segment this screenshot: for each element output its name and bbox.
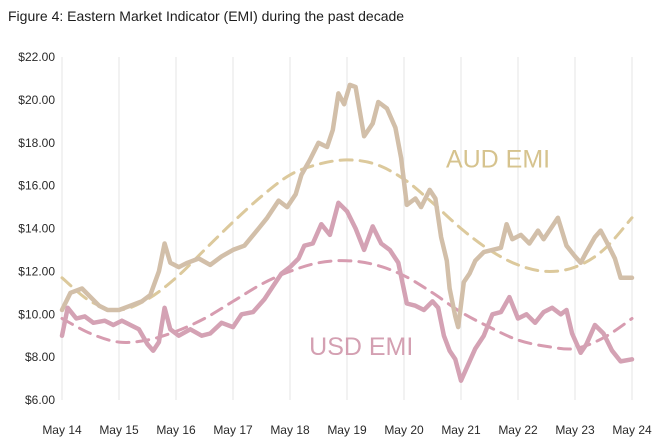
y-axis-ticks: $6.00 $8.00 $10.00 $12.00 $14.00 $16.00 $18.00… bbox=[18, 50, 55, 407]
x-tick-label: May 24 bbox=[612, 423, 652, 437]
grid-lines bbox=[61, 57, 633, 400]
usd-emi-trend-line bbox=[60, 259, 634, 351]
x-tick-label: May 23 bbox=[555, 423, 595, 437]
figure-title: Figure 4: Eastern Market Indicator (EMI)… bbox=[8, 8, 405, 24]
aud-emi-trend-line bbox=[60, 158, 634, 312]
y-tick-label: $20.00 bbox=[18, 93, 55, 107]
x-tick-label: May 17 bbox=[213, 423, 253, 437]
usd-emi-line bbox=[59, 200, 635, 383]
y-tick-label: $10.00 bbox=[18, 307, 55, 321]
series-lines bbox=[59, 82, 635, 383]
y-tick-label: $14.00 bbox=[18, 222, 55, 236]
x-tick-label: May 14 bbox=[42, 423, 82, 437]
y-tick-label: $18.00 bbox=[18, 136, 55, 150]
aud-emi-label: AUD EMI bbox=[446, 145, 550, 173]
x-tick-label: May 21 bbox=[441, 423, 481, 437]
x-tick-label: May 19 bbox=[327, 423, 367, 437]
x-tick-label: May 16 bbox=[156, 423, 196, 437]
usd-emi-label: USD EMI bbox=[309, 333, 413, 361]
y-tick-label: $12.00 bbox=[18, 264, 55, 278]
y-tick-label: $8.00 bbox=[25, 350, 55, 364]
x-tick-label: May 20 bbox=[384, 423, 424, 437]
y-tick-label: $6.00 bbox=[25, 393, 55, 407]
x-tick-label: May 22 bbox=[498, 423, 538, 437]
x-tick-label: May 18 bbox=[270, 423, 310, 437]
x-tick-label: May 15 bbox=[99, 423, 139, 437]
series-annotations: AUD EMI USD EMI bbox=[309, 145, 550, 361]
aud-emi-line bbox=[59, 82, 635, 330]
y-tick-label: $16.00 bbox=[18, 179, 55, 193]
y-tick-label: $22.00 bbox=[18, 50, 55, 64]
x-axis-ticks: May 14 May 15 May 16 May 17 May 18 May 19 May … bbox=[42, 423, 652, 437]
